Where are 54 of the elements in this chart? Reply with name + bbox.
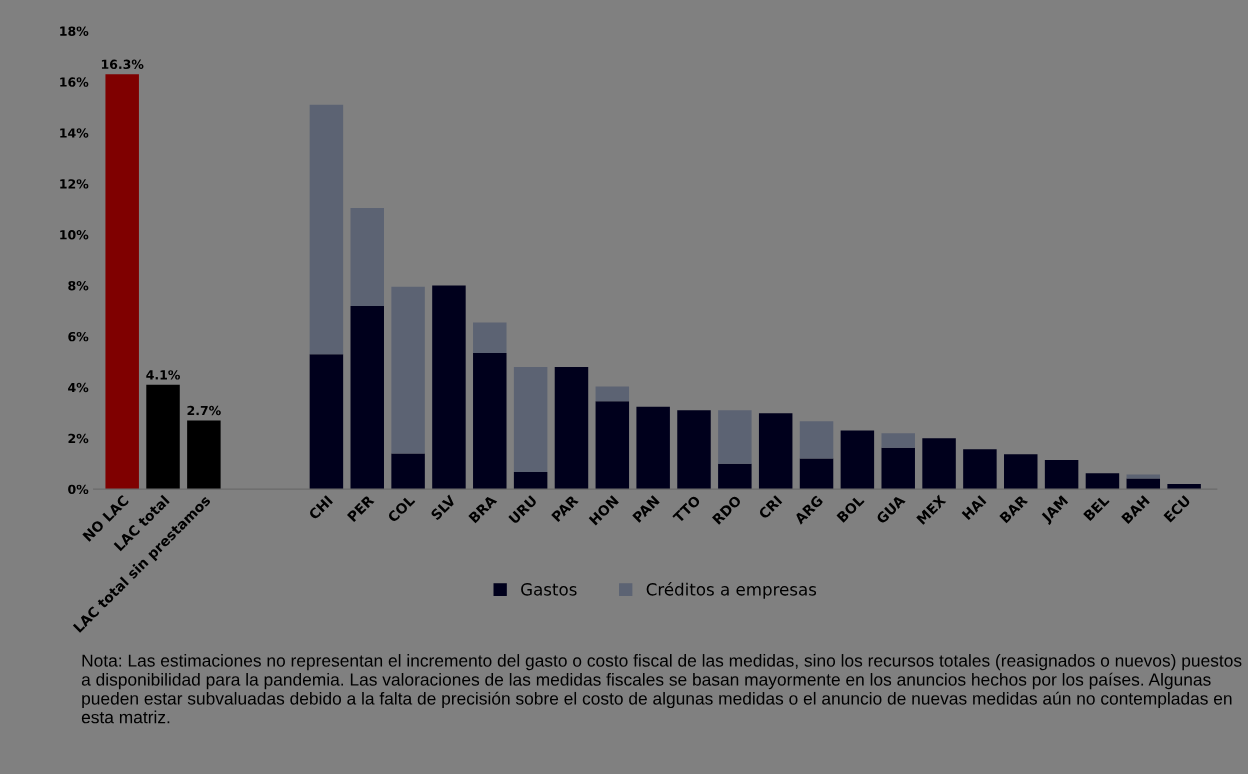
bar [881,447,915,490]
bar [840,430,875,490]
bar [758,413,793,490]
bar [554,366,589,490]
bar [1167,484,1201,490]
bar [718,463,752,490]
bar [922,438,956,490]
bar [105,74,139,490]
bar [391,286,425,454]
bar [1004,454,1038,490]
y-tick-label: 12% [60,179,89,189]
bar [963,449,997,490]
bar [432,285,466,490]
bar [595,386,630,402]
y-tick-label: 2% [68,433,89,444]
bar [146,384,180,490]
bar [636,406,670,490]
data-label: 16.3% [101,59,144,70]
bar [473,322,507,353]
bar [799,458,834,490]
x-tick-label: BEL [1083,494,1110,522]
y-tick-label: 4% [68,382,89,393]
bar [309,354,344,490]
bar [309,104,344,355]
legend-label: Gastos [521,583,577,596]
data-label: 2.7% [187,405,221,416]
bar [677,410,711,490]
bar [1126,474,1161,479]
bar [513,366,548,473]
bar [718,410,752,464]
y-tick-label: 0% [68,484,89,495]
y-tick-label: 18% [60,26,89,36]
bar [473,352,507,490]
bar [1044,459,1079,490]
bar [187,420,221,490]
text: Nota: Las estimaciones no representan el incremento del gasto o costo fiscal de las medidas, sino los recursos totales (reasignados o nuevos) puestos a disponibilidad para la pandemia. Las valoraciones de las medidas fiscales se basan mayormente en los anuncios hechos por los países. Algunas pueden estar subvaluadas debido a la falta de precisión sobre el costo de algunas medidas o el anuncio de nuevas medidas aún no contempladas en esta matriz. [81,654,1242,724]
bar [595,401,630,490]
data-label: 4.1% [146,370,180,380]
legend-label: Créditos a empresas [646,582,817,599]
y-tick-label: 8% [68,280,89,291]
y-tick-label: 10% [60,230,89,240]
bar [391,453,425,490]
bar [1085,473,1120,490]
bar [799,421,834,459]
y-tick-label: 16% [60,77,89,87]
x-tick-label: CRI [757,495,783,520]
y-tick-label: 6% [68,331,89,342]
bar [350,305,384,490]
bar [350,207,384,306]
y-tick-label: 14% [60,128,89,138]
x-tick-label: COL [386,494,416,523]
bar [513,472,548,490]
bar [881,433,915,448]
bar [1126,478,1161,490]
